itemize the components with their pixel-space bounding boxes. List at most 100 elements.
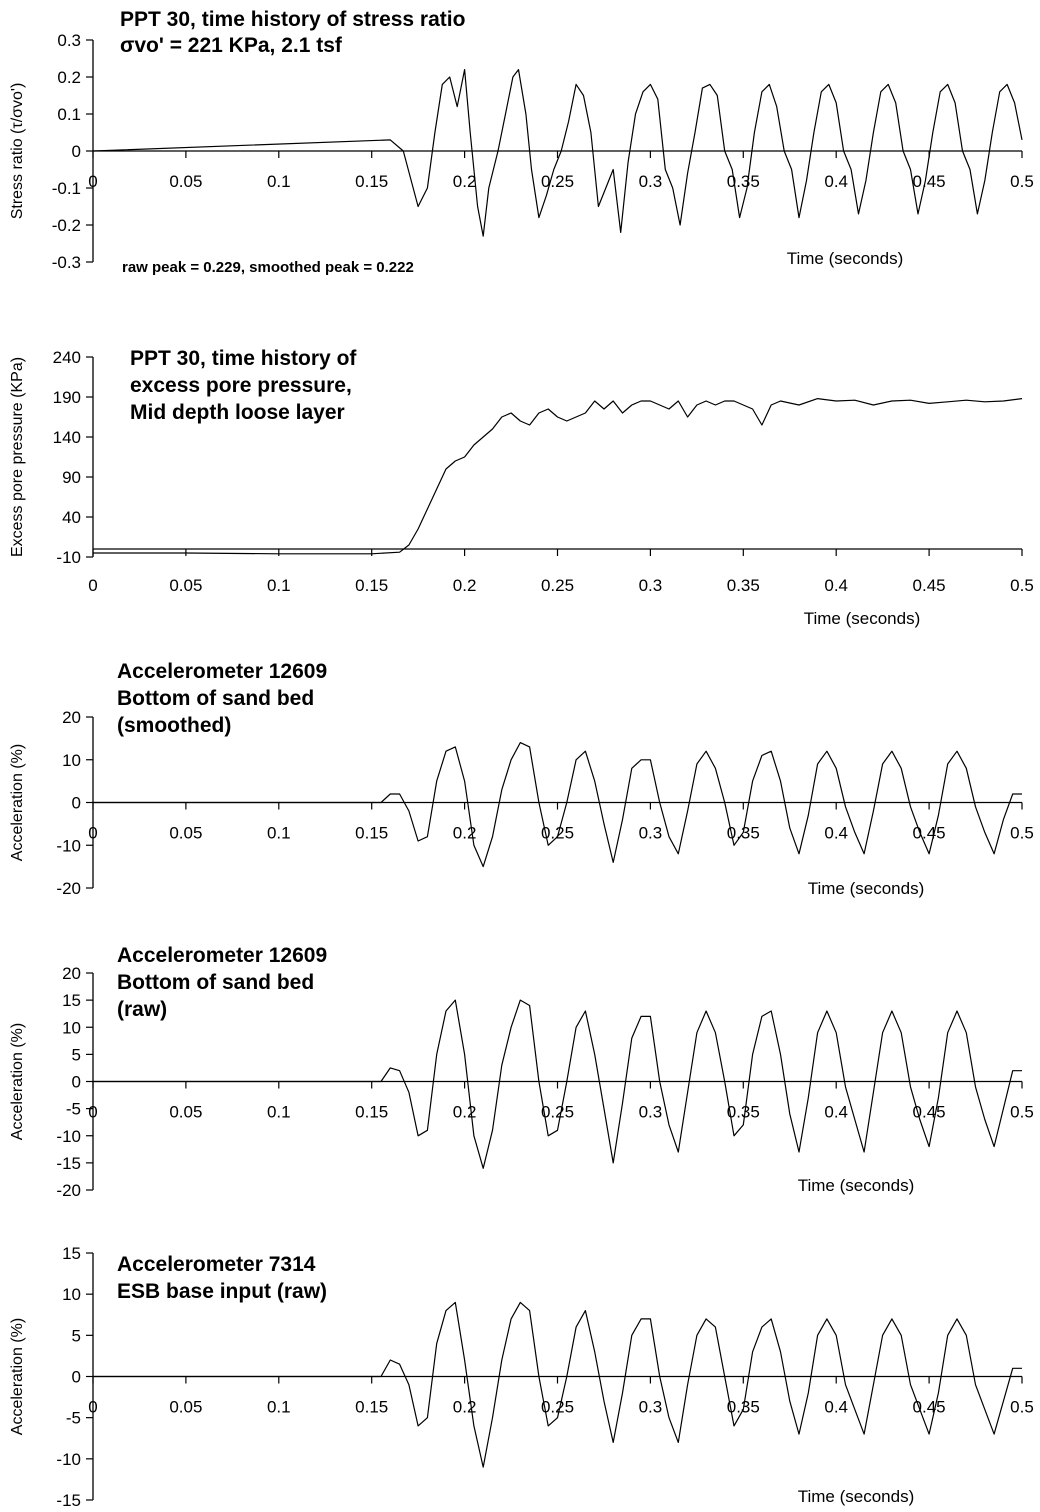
x-tick-label: 0.2	[453, 576, 477, 595]
x-axis-title: Time (seconds)	[798, 1487, 915, 1506]
y-tick-label: 10	[62, 751, 81, 770]
y-tick-label: -15	[56, 1491, 81, 1510]
x-tick-label: 0.05	[169, 824, 202, 843]
y-axis-title: Acceleration (%)	[9, 744, 26, 861]
x-tick-label: 0.15	[355, 576, 388, 595]
x-tick-label: 0.45	[913, 1398, 946, 1417]
x-tick-label: 0.25	[541, 1398, 574, 1417]
x-tick-label: 0.05	[169, 1103, 202, 1122]
x-tick-label: 0.5	[1010, 1103, 1034, 1122]
y-axis-title: Stress ratio (τ/σvo')	[9, 83, 26, 220]
y-tick-label: 40	[62, 508, 81, 527]
y-tick-label: 20	[62, 708, 81, 727]
x-tick-label: 0.15	[355, 824, 388, 843]
x-tick-label: 0	[88, 1398, 97, 1417]
chart-title-line: PPT 30, time history of stress ratio	[120, 8, 465, 31]
x-tick-label: 0.4	[824, 1398, 848, 1417]
x-tick-label: 0.3	[639, 824, 663, 843]
y-axis-title: Acceleration (%)	[9, 1023, 26, 1140]
x-tick-label: 0.35	[727, 1103, 760, 1122]
series-line	[93, 1301, 1022, 1468]
y-tick-label: 10	[62, 1285, 81, 1304]
x-tick-label: 0.4	[824, 576, 848, 595]
y-tick-label: -20	[56, 879, 81, 898]
x-tick-label: 0.45	[913, 172, 946, 191]
y-tick-label: -15	[56, 1154, 81, 1173]
x-tick-label: 0.3	[639, 576, 663, 595]
chart-title-line: Bottom of sand bed	[117, 971, 314, 994]
chart-title-line: σvo' = 221 KPa, 2.1 tsf	[120, 34, 343, 57]
x-tick-label: 0.45	[913, 1103, 946, 1122]
chart-title-line: (raw)	[117, 998, 167, 1021]
x-tick-label: 0.15	[355, 1103, 388, 1122]
y-tick-label: 5	[72, 1326, 81, 1345]
x-axis-title: Time (seconds)	[804, 609, 921, 628]
y-tick-label: -0.3	[52, 253, 81, 272]
chart-title-line: Accelerometer 7314	[117, 1253, 316, 1276]
x-tick-label: 0.4	[824, 1103, 848, 1122]
x-tick-label: 0.5	[1010, 1398, 1034, 1417]
y-tick-label: 0	[72, 794, 81, 813]
x-tick-label: 0.25	[541, 576, 574, 595]
x-tick-label: 0	[88, 172, 97, 191]
y-tick-label: -0.2	[52, 216, 81, 235]
x-tick-label: 0.3	[639, 1103, 663, 1122]
x-tick-label: 0.4	[824, 172, 848, 191]
x-tick-label: 0.2	[453, 1103, 477, 1122]
y-tick-label: 5	[72, 1045, 81, 1064]
y-tick-label: 0	[72, 142, 81, 161]
chart-title-line: Bottom of sand bed	[117, 687, 314, 710]
y-tick-label: 90	[62, 468, 81, 487]
x-tick-label: 0.1	[267, 1103, 291, 1122]
x-axis-title: Time (seconds)	[787, 249, 904, 268]
y-axis-title: Acceleration (%)	[9, 1318, 26, 1435]
x-tick-label: 0.1	[267, 824, 291, 843]
x-tick-label: 0.3	[639, 1398, 663, 1417]
y-tick-label: -0.1	[52, 179, 81, 198]
series-line	[93, 741, 1022, 868]
y-tick-label: 15	[62, 1244, 81, 1263]
y-tick-label: 0.2	[57, 68, 81, 87]
chart-title-line: ESB base input (raw)	[117, 1280, 327, 1303]
x-tick-label: 0.25	[541, 172, 574, 191]
x-tick-label: 0.5	[1010, 576, 1034, 595]
y-tick-label: -5	[66, 1409, 81, 1428]
y-tick-label: 140	[53, 428, 81, 447]
x-tick-label: 0.2	[453, 824, 477, 843]
chart-title-line: (smoothed)	[117, 714, 231, 737]
x-tick-label: 0.35	[727, 576, 760, 595]
y-axis-title: Excess pore pressure (KPa)	[9, 357, 26, 557]
y-tick-label: 0.1	[57, 105, 81, 124]
x-tick-label: 0.05	[169, 172, 202, 191]
x-tick-label: 0.15	[355, 1398, 388, 1417]
x-tick-label: 0.5	[1010, 172, 1034, 191]
x-tick-label: 0	[88, 824, 97, 843]
peak-annotation: raw peak = 0.229, smoothed peak = 0.222	[122, 259, 414, 276]
x-tick-label: 0.4	[824, 824, 848, 843]
x-tick-label: 0.35	[727, 172, 760, 191]
series-line	[92, 68, 1023, 237]
x-tick-label: 0.25	[541, 1103, 574, 1122]
x-tick-label: 0	[88, 1103, 97, 1122]
x-tick-label: 0.05	[169, 576, 202, 595]
x-tick-label: 0.15	[355, 172, 388, 191]
y-tick-label: 240	[53, 348, 81, 367]
x-axis-title: Time (seconds)	[808, 879, 925, 898]
x-tick-label: 0.5	[1010, 824, 1034, 843]
chart-title-line: Accelerometer 12609	[117, 660, 327, 683]
y-tick-label: -10	[56, 1127, 81, 1146]
y-tick-label: -5	[66, 1100, 81, 1119]
y-tick-label: 0	[72, 1368, 81, 1387]
y-tick-label: 10	[62, 1018, 81, 1037]
x-tick-label: 0.1	[267, 576, 291, 595]
y-tick-label: -10	[56, 1450, 81, 1469]
chart-title-line: PPT 30, time history of	[130, 347, 357, 370]
x-tick-label: 0.1	[267, 172, 291, 191]
y-tick-label: 20	[62, 964, 81, 983]
x-tick-label: 0.3	[639, 172, 663, 191]
x-tick-label: 0.45	[913, 576, 946, 595]
x-tick-label: 0.05	[169, 1398, 202, 1417]
y-tick-label: 0.3	[57, 31, 81, 50]
y-tick-label: 190	[53, 388, 81, 407]
